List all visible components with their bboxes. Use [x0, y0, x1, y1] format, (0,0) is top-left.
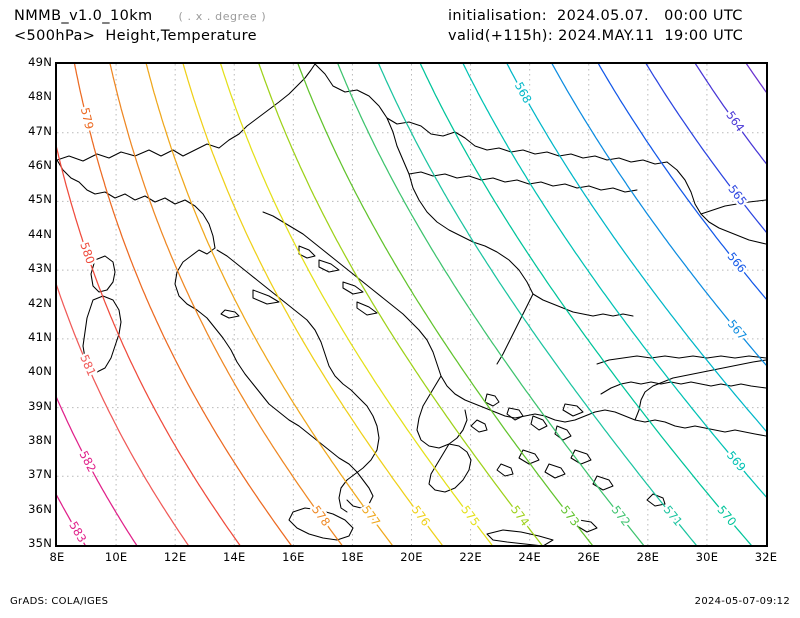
y-tick-label: 36N [28, 501, 52, 516]
contour-line [258, 64, 543, 545]
contour-line [57, 284, 189, 545]
model-name: NMMB_v1.0_10km [14, 8, 153, 24]
header-left-block: NMMB_v1.0_10km ( . x . degree ) <500hPa> … [14, 6, 266, 46]
contour-label: 582 [77, 448, 100, 474]
y-tick-label: 37N [28, 467, 52, 482]
x-tick-label: 32E [754, 550, 778, 564]
contour-line [297, 64, 593, 545]
header-right-block: initialisation: 2024.05.07. 00:00 UTC va… [448, 6, 743, 46]
contour-line [57, 146, 241, 545]
y-axis-latitude: 35N 36N 37N 38N 39N 40N 41N 42N 43N 44N 45N 46N 47N 4… [12, 55, 52, 550]
chart-footer: GrADS: COLA/IGES 2024-05-07-09:12 [0, 596, 800, 616]
coastlines-layer [57, 64, 766, 545]
contour-label: 572 [609, 503, 634, 529]
contour-label: 579 [78, 106, 97, 131]
contour-label: 583 [66, 519, 89, 545]
contour-line [506, 64, 766, 432]
contour-line [419, 64, 752, 545]
map-plot-area: 564 564 565 565 566 566 567 567 568 568 569 569 570 5… [55, 62, 768, 547]
contour-label: 576 [409, 503, 433, 529]
contour-label: 578 [309, 503, 333, 529]
contour-label: 573 [558, 503, 582, 529]
initialisation-time: initialisation: 2024.05.07. 00:00 UTC [448, 8, 743, 24]
y-tick-label: 48N [28, 89, 52, 104]
contour-line [220, 64, 493, 545]
x-tick-label: 14E [223, 550, 246, 564]
contour-line [462, 64, 766, 498]
gridlines [57, 64, 766, 545]
x-tick-label: 10E [104, 550, 128, 564]
contour-line [597, 64, 766, 300]
y-tick-label: 45N [28, 192, 52, 207]
chart-header: NMMB_v1.0_10km ( . x . degree ) <500hPa> … [0, 0, 800, 56]
contour-line [337, 64, 645, 545]
contour-label: 564 [723, 108, 747, 134]
level-parameter: <500hPa> Height,Temperature [14, 28, 257, 44]
contour-line [73, 64, 292, 545]
x-tick-label: 16E [282, 550, 305, 564]
contour-label: 580 [77, 240, 97, 265]
valid-time: valid(+115h): 2024.MAY.11 19:00 UTC [448, 28, 744, 44]
header-model-line: NMMB_v1.0_10km ( . x . degree ) [14, 6, 266, 26]
x-tick-label: 26E [577, 550, 600, 564]
contour-line [645, 64, 766, 233]
y-tick-label: 39N [28, 398, 52, 413]
y-tick-label: 46N [28, 158, 52, 173]
contour-line [551, 64, 766, 366]
y-tick-label: 44N [28, 226, 52, 241]
x-tick-label: 20E [400, 550, 423, 564]
y-tick-label: 49N [28, 55, 52, 69]
x-tick-label: 12E [163, 550, 187, 564]
x-tick-label: 8E [49, 550, 65, 564]
contour-lines-layer [57, 64, 766, 545]
y-tick-label: 43N [28, 261, 52, 276]
contour-line [109, 64, 343, 545]
x-tick-label: 18E [341, 550, 364, 564]
contour-line [378, 64, 697, 545]
x-tick-label: 30E [695, 550, 719, 564]
contour-label: 568 [512, 80, 535, 106]
y-tick-label: 47N [28, 123, 52, 138]
contour-line [182, 64, 443, 545]
contour-label: 574 [508, 503, 532, 529]
x-axis-longitude: 8E 10E 12E 14E 16E 18E 20E 22E 24E 26E 28E 30E 32E [50, 550, 778, 568]
render-timestamp: 2024-05-07-09:12 [694, 596, 790, 607]
contour-line [694, 64, 766, 165]
x-tick-label: 24E [518, 550, 541, 564]
x-tick-label: 22E [459, 550, 482, 564]
contour-labels-layer: 5645645655655665665675675685685695695705… [64, 77, 752, 545]
contour-label: 581 [77, 352, 99, 378]
y-tick-label: 35N [28, 536, 52, 550]
y-tick-label: 42N [28, 295, 52, 310]
units-note: ( . x . degree ) [178, 10, 267, 23]
contour-label: 575 [458, 503, 482, 529]
contour-line [57, 494, 86, 545]
y-tick-label: 41N [28, 329, 52, 344]
contour-map-svg: 5645645655655665665675675685685695695705… [57, 64, 766, 545]
y-tick-label: 38N [28, 432, 52, 447]
contour-line [145, 64, 393, 545]
grads-credit: GrADS: COLA/IGES [10, 596, 109, 607]
contour-label: 565 [725, 182, 749, 208]
x-tick-label: 28E [636, 550, 660, 564]
y-tick-label: 40N [28, 364, 52, 379]
contour-line [57, 397, 138, 545]
